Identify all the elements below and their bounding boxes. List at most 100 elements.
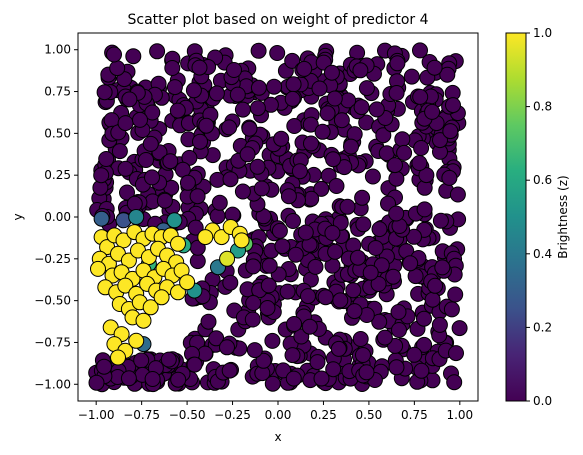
data-point-mid <box>128 209 145 225</box>
colorbar-tick-label: 1.0 <box>533 26 552 40</box>
data-point-dark <box>245 258 262 275</box>
data-point-dark <box>170 371 187 388</box>
data-point-bright <box>213 229 230 246</box>
data-point-dark <box>375 127 392 144</box>
data-point-dark <box>325 361 342 378</box>
data-point-dark <box>96 84 113 101</box>
data-point-dark <box>319 105 336 122</box>
x-axis-label: x <box>274 430 281 444</box>
data-point-dark <box>279 283 296 300</box>
data-point-bright <box>90 260 106 277</box>
data-point-dark <box>296 60 313 77</box>
data-point-dark <box>286 118 303 134</box>
y-tick-label: 0.50 <box>44 126 71 140</box>
data-point-dark <box>275 362 292 379</box>
data-point-dark <box>179 174 196 191</box>
data-point-dark <box>300 288 316 305</box>
data-point-dark <box>284 90 301 107</box>
data-point-dark <box>156 192 173 209</box>
data-point-dark <box>189 253 206 270</box>
data-point-dark <box>311 80 328 97</box>
data-point-dark <box>239 146 256 163</box>
data-point-dark <box>424 291 441 308</box>
data-point-dark <box>371 313 388 330</box>
data-point-dark <box>330 340 347 357</box>
data-point-dark <box>333 112 350 129</box>
data-point-dark <box>327 243 344 260</box>
data-point-dark <box>284 347 301 364</box>
data-point-dark <box>229 86 246 103</box>
data-point-bright <box>197 229 214 246</box>
data-point-dark <box>442 123 459 140</box>
data-point-dark <box>246 342 263 359</box>
data-point-dark <box>93 167 110 184</box>
data-point-dark <box>317 289 334 306</box>
data-point-dark <box>358 364 375 381</box>
data-point-dark <box>250 79 267 96</box>
data-point-dark <box>287 246 304 263</box>
data-point-dark <box>358 80 375 97</box>
data-point-dark <box>222 171 239 188</box>
data-point-dark <box>352 331 369 347</box>
data-point-bright <box>179 274 196 291</box>
data-point-dark <box>385 268 402 285</box>
data-point-dark <box>98 151 115 167</box>
data-point-dark <box>297 224 314 241</box>
data-point-dark <box>144 371 161 387</box>
y-tick-label: 0.00 <box>44 210 71 224</box>
data-point-dark <box>198 117 215 134</box>
data-point-dark <box>345 282 362 299</box>
data-point-dark <box>185 82 202 99</box>
data-point-dark <box>208 85 225 102</box>
y-tick-label: −0.25 <box>34 252 71 266</box>
data-point-dark <box>302 116 319 133</box>
data-point-dark <box>264 375 281 392</box>
data-point-dark <box>389 55 406 72</box>
data-point-dark <box>413 362 430 379</box>
y-tick-label: 1.00 <box>44 43 71 57</box>
data-point-dark <box>416 336 433 353</box>
data-point-dark <box>192 133 208 150</box>
x-tick-label: 1.00 <box>446 408 473 422</box>
data-point-dark <box>191 59 208 76</box>
data-point-dark <box>125 48 142 65</box>
data-point-dark <box>280 188 297 205</box>
data-point-dark <box>253 180 270 197</box>
data-point-dark <box>142 135 159 152</box>
data-point-bright <box>142 299 159 316</box>
data-point-dark <box>352 62 369 79</box>
data-point-dark <box>120 370 137 387</box>
data-point-bright <box>117 277 134 294</box>
data-point-dark <box>264 332 281 349</box>
data-point-dark <box>209 208 226 225</box>
y-tick-label: −0.50 <box>34 294 71 308</box>
data-point-dark <box>187 219 204 236</box>
data-point-dark <box>354 189 371 206</box>
y-tick-label: −0.75 <box>34 335 71 349</box>
data-point-dark <box>274 238 291 255</box>
data-point-dark <box>391 322 407 338</box>
data-point-dark <box>367 240 384 256</box>
data-point-dark <box>291 163 308 180</box>
data-point-dark <box>221 119 238 136</box>
data-point-dark <box>109 60 126 77</box>
data-point-dark <box>245 295 262 311</box>
data-point-dark <box>266 78 283 95</box>
x-tick-label: 0.00 <box>265 408 292 422</box>
data-point-dark <box>343 138 359 155</box>
data-point-dark <box>370 276 387 292</box>
data-point-dark <box>323 64 340 81</box>
data-point-dark <box>434 259 451 276</box>
colorbar-axis: 0.0 0.2 0.4 0.6 0.8 1.0 <box>526 26 552 408</box>
data-point-bright <box>219 250 236 267</box>
data-point-dark <box>339 198 356 215</box>
data-point-dark <box>355 347 371 363</box>
data-point-dark <box>244 311 261 328</box>
data-point-dark <box>388 170 405 187</box>
data-point-dark <box>362 264 379 281</box>
data-point-mid <box>93 210 110 227</box>
data-point-dark <box>332 292 349 309</box>
data-point-dark <box>144 169 160 186</box>
data-point-dark <box>355 216 372 233</box>
